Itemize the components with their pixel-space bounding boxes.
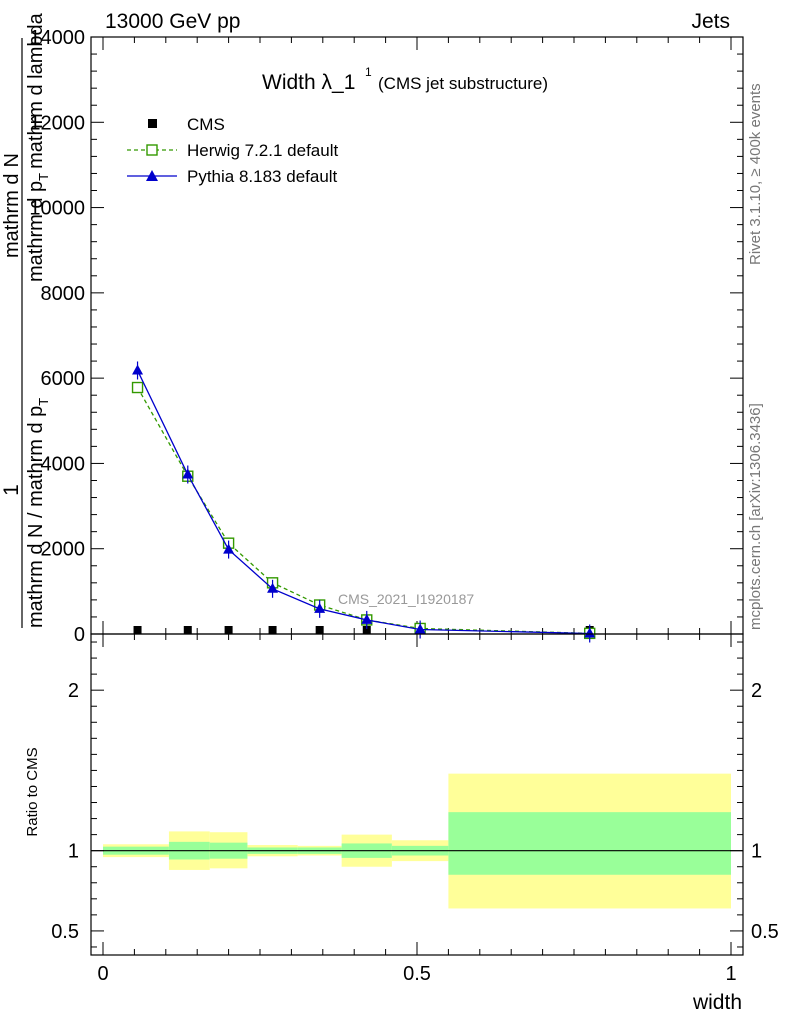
ratio-xtick-label: 0 [97, 963, 108, 985]
main-ytick-label: 6000 [41, 368, 86, 390]
legend-label-pythia: Pythia 8.183 default [187, 167, 338, 186]
mcplots-label: mcplots.cern.ch [arXiv:1306.3436] [747, 403, 764, 630]
series-line-pythia [136, 370, 590, 635]
legend-marker-herwig [146, 144, 158, 156]
legend-marker-cms [148, 119, 157, 128]
x-axis-label: width [692, 991, 742, 1014]
main-ytick-label: 0 [74, 624, 85, 646]
point-pythia [361, 613, 373, 624]
rivet-label: Rivet 3.1.10, ≥ 400k events [747, 83, 764, 265]
title-text: Width λ_1 [262, 71, 355, 94]
legend-marker-pythia [146, 170, 158, 181]
point-pythia [223, 543, 235, 554]
point-cms [224, 626, 233, 634]
main-panel: 0 2000 4000 6000 8000 10000 12000 14000 [29, 27, 744, 646]
ratio-ytick-label-right: 1 [751, 841, 762, 863]
ratio-xtick-label: 1 [725, 963, 736, 985]
analysis-watermark: CMS_2021_I1920187 [338, 591, 474, 607]
point-cms [315, 626, 324, 634]
ratio-ytick-label: 0.5 [51, 921, 79, 943]
ratio-ytick-label-right: 2 [751, 680, 762, 702]
point-cms [133, 626, 142, 634]
ratio-ytick-label: 2 [68, 680, 79, 702]
category-label: Jets [691, 10, 730, 33]
ratio-band-inner [448, 812, 731, 875]
energy-label: 13000 GeV pp [105, 10, 240, 33]
legend: CMS Herwig 7.2.1 default Pythia 8.183 de… [127, 115, 338, 186]
point-herwig [131, 381, 144, 394]
ratio-ylabel: Ratio to CMS [24, 747, 41, 836]
ylabel-line1: mathrm d N / mathrm d pT [25, 398, 51, 628]
ratio-xtick-label: 0.5 [403, 963, 431, 985]
ratio-ytick-label: 1 [68, 841, 79, 863]
main-ytick-label: 2000 [41, 539, 86, 561]
point-pythia [314, 602, 326, 613]
main-ytick-label: 4000 [41, 453, 86, 475]
main-ytick-label: 8000 [41, 283, 86, 305]
point-cms [268, 626, 277, 634]
title-superscript: 1 [365, 65, 372, 79]
legend-item-herwig: Herwig 7.2.1 default [127, 141, 338, 160]
point-pythia [182, 468, 194, 479]
ylabel-numerator: 1 [0, 484, 23, 496]
legend-item-pythia: Pythia 8.183 default [127, 167, 338, 186]
ylabel-line3: mathrm d pTmathrm d lambda [25, 12, 51, 282]
main-ylabel: 1 mathrm d N / mathrm d pT mathrm dN mat… [0, 12, 51, 628]
legend-item-cms: CMS [148, 115, 225, 134]
point-pythia [132, 364, 144, 375]
ratio-panel: 0.5 0.5 1 1 2 2 0 0.5 1 [51, 633, 779, 985]
point-pythia [414, 623, 426, 634]
ratio-ytick-label-right: 0.5 [751, 921, 779, 943]
main-ytick-label: 14000 [29, 27, 85, 49]
main-ytick-label: 10000 [29, 198, 85, 220]
point-pythia [267, 582, 279, 593]
point-cms [183, 626, 192, 634]
point-pythia [584, 627, 596, 638]
ylabel-line2: mathrm dN [1, 153, 23, 258]
legend-label-cms: CMS [187, 115, 225, 134]
legend-label-herwig: Herwig 7.2.1 default [187, 141, 338, 160]
point-cms [362, 626, 371, 634]
title-subtitle: (CMS jet substructure) [378, 74, 548, 93]
main-title: Width λ_1 1 (CMS jet substructure) [262, 65, 548, 94]
main-ytick-label: 12000 [29, 112, 85, 134]
